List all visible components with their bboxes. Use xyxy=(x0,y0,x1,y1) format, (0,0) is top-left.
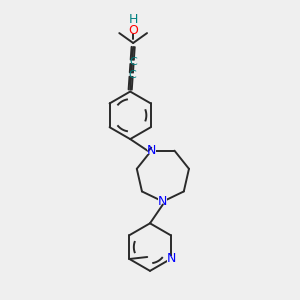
Text: O: O xyxy=(128,24,138,37)
Bar xyxy=(158,198,167,205)
Bar xyxy=(167,256,176,262)
Text: N: N xyxy=(147,144,156,157)
Text: C: C xyxy=(129,57,137,67)
Text: N: N xyxy=(167,253,176,266)
Text: H: H xyxy=(128,13,138,26)
Text: N: N xyxy=(158,195,168,208)
Bar xyxy=(147,147,156,154)
Text: C: C xyxy=(128,70,136,80)
